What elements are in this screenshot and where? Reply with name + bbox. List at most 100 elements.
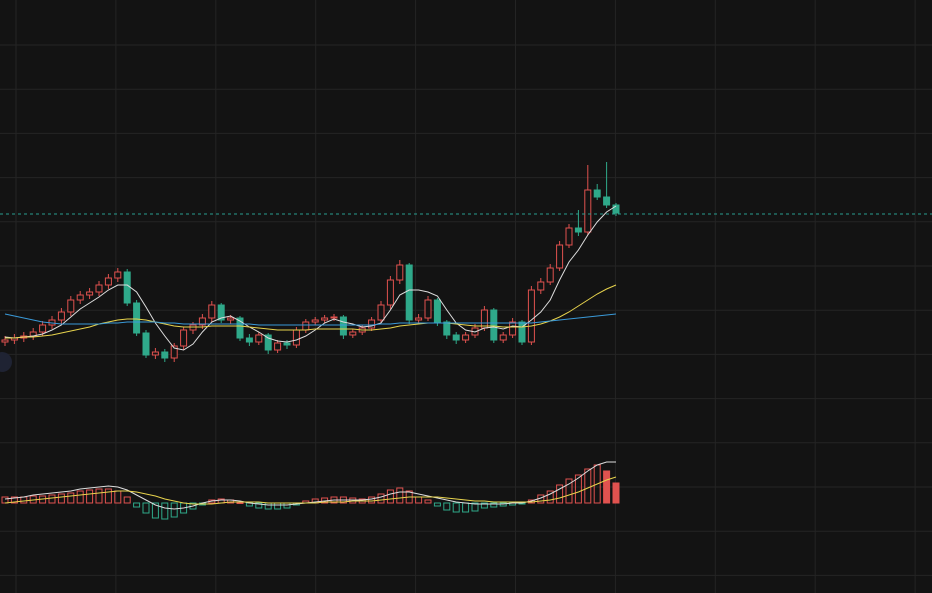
macd-bar: [133, 502, 141, 508]
indicator-line: [4, 205, 617, 351]
candle-body: [170, 345, 178, 359]
macd-bar: [161, 502, 169, 520]
macd-bar: [386, 489, 394, 504]
candle-body: [311, 319, 319, 323]
macd-bar: [443, 502, 451, 511]
candle-body: [151, 351, 159, 356]
candle-body: [57, 311, 65, 321]
macd-bar: [546, 490, 554, 504]
macd-bar: [104, 488, 112, 504]
macd-bar: [396, 487, 404, 504]
scroll-handle[interactable]: [0, 352, 12, 372]
macd-bar: [471, 502, 479, 512]
candle-body: [424, 299, 432, 319]
candle-body: [227, 317, 235, 321]
macd-bar: [67, 492, 75, 504]
macd-bar: [95, 488, 103, 504]
candle-body: [104, 277, 112, 286]
candle-body: [321, 317, 329, 321]
candle-body: [142, 332, 150, 356]
candle-body: [603, 196, 611, 206]
macd-bar: [48, 494, 56, 504]
macd-bar: [57, 493, 65, 504]
candle-body: [67, 299, 75, 313]
candle-body: [161, 351, 169, 359]
macd-bar: [452, 502, 460, 513]
candle-body: [565, 227, 573, 246]
candle-body: [114, 271, 122, 279]
candle-body: [452, 334, 460, 341]
candle-body: [368, 319, 376, 329]
candle-body: [95, 284, 103, 293]
candle-body: [292, 329, 300, 346]
candle-body: [283, 342, 291, 346]
macd-bar: [377, 493, 385, 504]
candle-body: [396, 264, 404, 281]
macd-bar: [433, 502, 441, 507]
macd-bar: [584, 468, 592, 504]
candle-body: [584, 189, 592, 233]
indicator-line: [4, 313, 617, 326]
candle-body: [490, 309, 498, 341]
candle-body: [76, 294, 84, 301]
candle-body: [180, 329, 188, 347]
candle-body: [86, 291, 94, 296]
macd-bar: [424, 499, 432, 504]
macd-bar: [170, 502, 178, 518]
macd-bar: [189, 502, 197, 510]
candle-body: [518, 321, 526, 343]
indicator-line: [5, 284, 617, 339]
macd-bar: [565, 478, 573, 504]
macd-bar: [151, 502, 159, 519]
candle-body: [433, 299, 441, 323]
macd-bar: [603, 470, 611, 504]
candle-body: [349, 331, 357, 336]
candle-body: [415, 317, 423, 321]
candle-body: [527, 289, 535, 343]
macd-bar: [368, 496, 376, 504]
candle-body: [574, 227, 582, 233]
candle-body: [217, 304, 225, 321]
macd-bar: [574, 474, 582, 504]
candle-body: [330, 316, 338, 319]
candle-body: [133, 302, 141, 334]
indicator-line: [4, 476, 617, 505]
macd-bar: [612, 482, 620, 504]
macd-bar: [490, 502, 498, 508]
candle-body: [443, 321, 451, 336]
candle-body: [245, 337, 253, 343]
candle-body: [405, 264, 413, 321]
candle-body: [1, 339, 9, 343]
candle-body: [386, 279, 394, 306]
candle-body: [480, 309, 488, 329]
candle-body: [462, 334, 470, 341]
candle-body: [499, 334, 507, 341]
macd-bar: [255, 502, 263, 509]
candle-body: [208, 304, 216, 319]
macd-bar: [556, 484, 564, 504]
candle-body: [593, 189, 601, 198]
candle-body: [198, 317, 206, 326]
candle-body: [274, 342, 282, 351]
candle-body: [509, 321, 517, 336]
candle-body: [556, 244, 564, 269]
candle-body: [264, 334, 272, 351]
macd-bar: [236, 502, 244, 504]
candle-body: [537, 281, 545, 291]
macd-bar: [10, 496, 18, 504]
candle-body: [255, 334, 263, 343]
candle-body: [302, 321, 310, 331]
candle-body: [339, 316, 347, 336]
candle-body: [377, 304, 385, 321]
candle-body: [612, 204, 620, 214]
macd-bar: [86, 489, 94, 504]
candle-body: [123, 271, 131, 304]
macd-bar: [123, 496, 131, 504]
macd-bar: [142, 502, 150, 514]
candle-body: [39, 324, 47, 333]
macd-bar: [480, 502, 488, 509]
macd-bar: [76, 490, 84, 504]
candle-body: [546, 267, 554, 283]
